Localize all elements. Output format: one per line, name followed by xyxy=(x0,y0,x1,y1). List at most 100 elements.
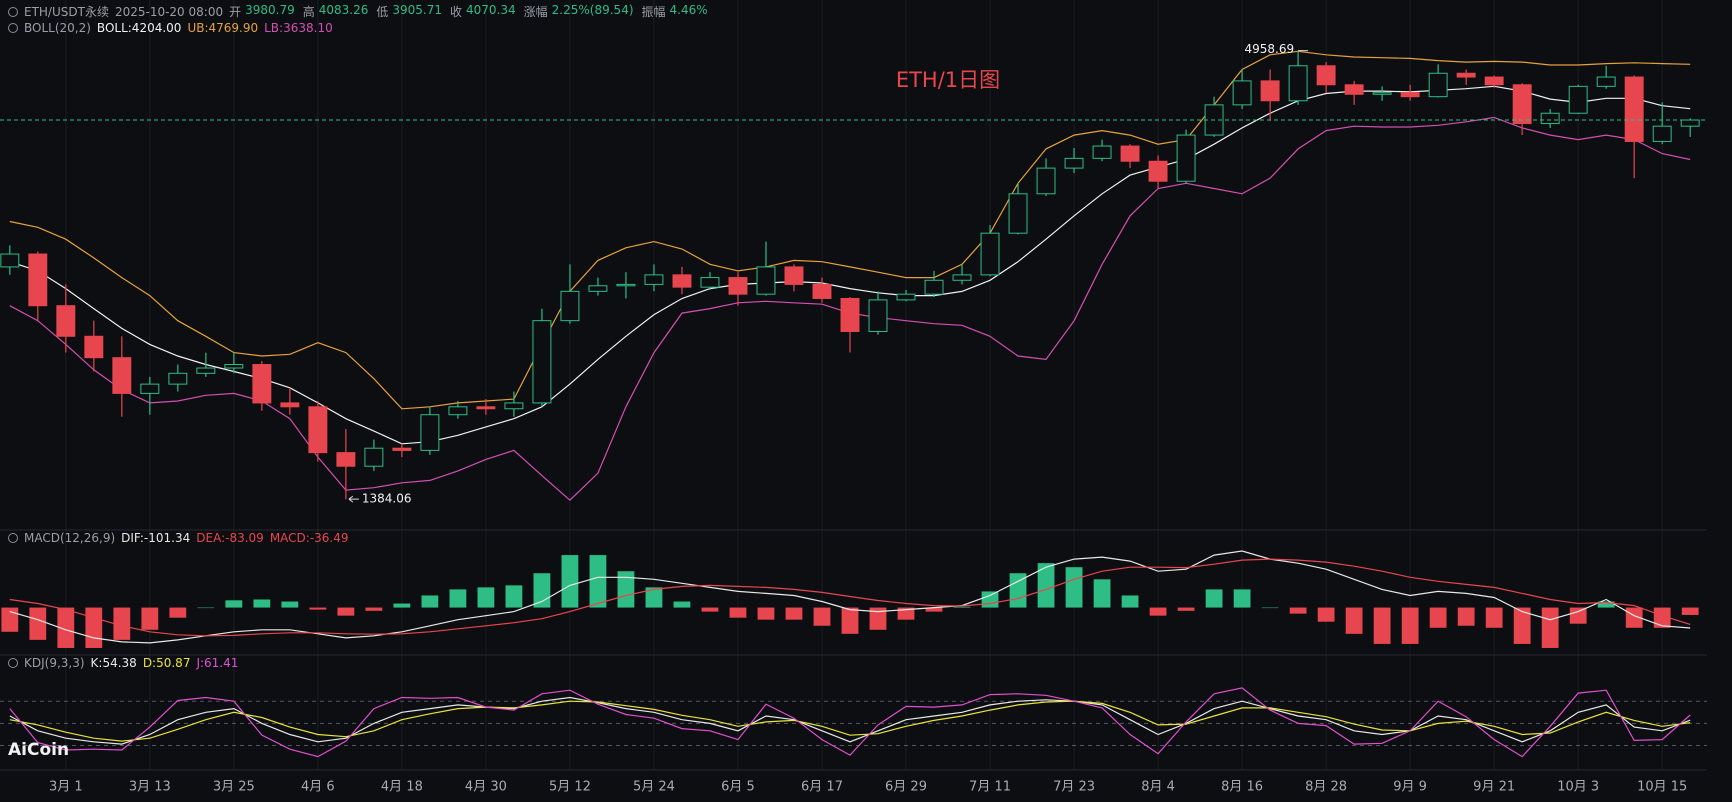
indicator-line xyxy=(9,687,1691,758)
macd-bar xyxy=(813,607,831,626)
candle-body xyxy=(1400,92,1420,98)
macd-bar xyxy=(1317,607,1335,622)
legend-entry: LB:3638.10 xyxy=(264,21,333,35)
macd-bar xyxy=(1345,607,1363,634)
macd-bar xyxy=(841,607,859,634)
indicator-line xyxy=(9,558,1691,637)
x-tick-label: 3月 1 xyxy=(49,780,83,795)
field-value: 4083.26 xyxy=(318,3,369,17)
x-tick-label: 6月 29 xyxy=(885,780,927,795)
macd-bar xyxy=(729,607,747,618)
macd-bar xyxy=(1597,601,1615,608)
field-value: 4.46% xyxy=(669,3,708,17)
macd-bar xyxy=(1093,579,1111,608)
macd-bar xyxy=(925,607,943,612)
field-label: 开 xyxy=(229,5,242,19)
high-label: 4958.69 xyxy=(1244,42,1294,56)
candle-body xyxy=(1036,167,1056,195)
macd-bar xyxy=(197,607,215,609)
macd-bar xyxy=(57,607,75,648)
macd-bar xyxy=(393,603,411,608)
candle-body xyxy=(1288,65,1308,102)
candle-body xyxy=(224,364,244,369)
legend-entry: BOLL:4204.00 xyxy=(96,21,182,35)
field-value: 3980.79 xyxy=(245,3,295,17)
candle-body xyxy=(252,364,272,404)
field-label: 低 xyxy=(376,5,389,19)
x-tick-label: 9月 9 xyxy=(1393,780,1427,795)
field-value: 4070.34 xyxy=(466,3,516,17)
candle-body xyxy=(336,452,356,467)
candle-body xyxy=(420,414,440,451)
candle-body xyxy=(56,305,76,337)
macd-bar xyxy=(1541,607,1559,648)
macd-bar xyxy=(617,571,635,608)
macd-bar xyxy=(113,607,131,640)
candle-body xyxy=(364,447,384,467)
macd-bar xyxy=(1429,607,1447,628)
candle-body xyxy=(896,293,916,301)
macd-bar xyxy=(169,607,187,618)
candle-body xyxy=(140,383,160,394)
macd-bar xyxy=(449,589,467,608)
x-tick-label: 10月 15 xyxy=(1637,780,1687,795)
candle-body xyxy=(448,406,468,416)
macd-bar xyxy=(1513,607,1531,644)
symbol: ETH/USDT永续 xyxy=(24,5,109,19)
x-tick-label: 3月 25 xyxy=(213,780,255,795)
macd-bar xyxy=(225,600,243,608)
macd-bar xyxy=(421,595,439,608)
macd-bar xyxy=(309,607,327,610)
macd-bar xyxy=(1205,589,1223,608)
candle-body xyxy=(84,335,104,359)
macd-bar xyxy=(1485,607,1503,628)
macd-bar xyxy=(141,607,159,630)
macd-bar xyxy=(869,607,887,630)
indicator-name: KDJ(9,3,3) xyxy=(24,656,85,670)
field-value: 2.25%(89.54) xyxy=(551,3,634,17)
candle-body xyxy=(0,253,20,268)
macd-bar xyxy=(1037,563,1055,608)
x-tick-label: 9月 21 xyxy=(1473,780,1515,795)
time: 2025-10-20 08:00 xyxy=(114,4,224,19)
macd-bar xyxy=(785,607,803,620)
macd-bar xyxy=(1,607,19,632)
candle-body xyxy=(560,290,580,322)
legend-entry: D:50.87 xyxy=(142,656,191,670)
candle-body xyxy=(1540,112,1560,125)
macd-bar xyxy=(1261,607,1279,609)
candle-body xyxy=(952,274,972,281)
candle-body xyxy=(1484,76,1504,86)
x-tick-label: 4月 30 xyxy=(465,780,507,795)
candle-body xyxy=(728,277,748,295)
macd-bar xyxy=(1177,607,1195,611)
candle-body xyxy=(1008,193,1028,234)
macd-bar xyxy=(85,607,103,648)
low-label: 1384.06 xyxy=(362,492,412,506)
macd-bar xyxy=(1065,567,1083,608)
macd-bar xyxy=(1401,607,1419,644)
candle-body xyxy=(28,253,48,307)
candle-body xyxy=(392,447,412,451)
macd-bar xyxy=(645,587,663,608)
indicator-name: MACD(12,26,9) xyxy=(24,531,116,545)
macd-bar xyxy=(953,606,971,608)
legend-entry: J:61.41 xyxy=(196,656,239,670)
macd-bar xyxy=(533,573,551,608)
candle-body xyxy=(280,402,300,408)
candle-body xyxy=(532,320,552,404)
macd-bar xyxy=(981,591,999,608)
macd-bar xyxy=(1149,607,1167,616)
legend-entry: DIF:-101.34 xyxy=(121,531,191,545)
candle-body xyxy=(588,285,608,292)
icon xyxy=(8,658,18,668)
field-label: 高 xyxy=(302,5,315,19)
indicator-legend: MACD(12,26,9) DIF:-101.34 DEA:-83.09 MACD:-… xyxy=(8,531,349,545)
candle-body xyxy=(756,266,776,295)
candle-body xyxy=(1372,92,1392,95)
candle-body xyxy=(868,299,888,333)
chart-title: ETH/1日图 xyxy=(896,68,1000,92)
x-tick-label: 6月 5 xyxy=(721,780,755,795)
